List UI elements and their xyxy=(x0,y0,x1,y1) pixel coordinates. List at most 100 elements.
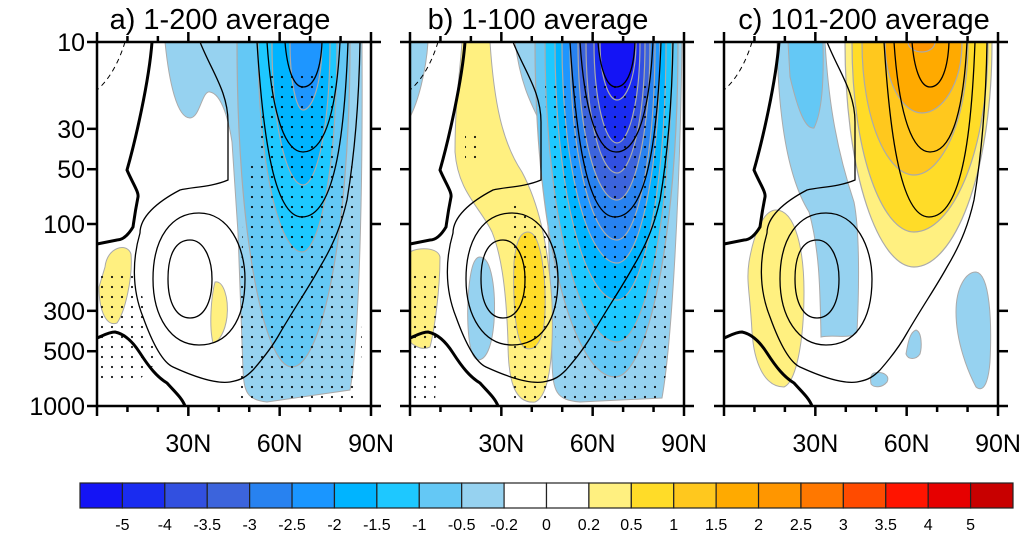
colorbar-box xyxy=(545,482,590,509)
x-tick-label: 90N xyxy=(661,430,707,458)
contour-line xyxy=(779,212,873,346)
contour-fill xyxy=(905,329,922,359)
colorbar-box xyxy=(588,482,632,509)
colorbar-box xyxy=(885,482,929,509)
colorbar-label: 4 xyxy=(924,517,933,534)
contour-fill xyxy=(870,372,889,388)
panel-title: c) 101-200 average xyxy=(738,4,990,36)
colorbar-box xyxy=(121,482,166,509)
x-tick-label: 30N xyxy=(478,430,524,458)
colorbar-box xyxy=(503,482,548,509)
colorbar-box xyxy=(376,482,420,509)
colorbar: -5 -4 -3.5 -3 -2.5 -2 -1.5 -1 -0.5 -0.2 0 0.2 0.5 1 1.… xyxy=(79,482,1014,534)
contour-line xyxy=(794,239,840,319)
contour-line xyxy=(883,41,976,218)
contour-line xyxy=(409,330,500,407)
dashed-contour-line xyxy=(96,41,126,91)
contour-line xyxy=(133,41,361,384)
colorbar-label: 5 xyxy=(966,517,975,534)
colorbar-box xyxy=(757,482,802,509)
colorbar-label: -3 xyxy=(243,517,257,534)
colorbar-label: 0.2 xyxy=(578,517,600,534)
contour-line xyxy=(409,41,467,246)
x-tick-label: 60N xyxy=(884,430,930,458)
contour-line xyxy=(893,41,968,153)
contour-fill xyxy=(787,41,824,129)
colorbar-label: 1.5 xyxy=(705,517,727,534)
colorbar-box xyxy=(673,482,717,509)
contour-line xyxy=(911,41,950,88)
colorbar-box xyxy=(79,482,124,509)
contour-line xyxy=(96,330,187,407)
colorbar-box xyxy=(164,482,208,509)
contour-line xyxy=(446,41,674,384)
x-tick-label: 60N xyxy=(257,430,303,458)
contour-line xyxy=(579,41,654,153)
y-tick-label: 1000 xyxy=(29,393,85,421)
panel-a: a) 1-200 average 30N 60N 90N xyxy=(87,4,394,458)
contour-fill xyxy=(210,281,228,344)
stippling xyxy=(410,82,672,406)
colorbar-label: 2.5 xyxy=(790,517,812,534)
colorbar-label: -2.5 xyxy=(278,517,306,534)
contour-fill xyxy=(747,209,805,388)
colorbar-box xyxy=(630,482,675,509)
colorbar-box xyxy=(333,482,378,509)
contour-fill xyxy=(884,41,963,114)
panel-title: b) 1-100 average xyxy=(428,4,649,36)
contour-fill xyxy=(955,271,992,390)
panel-title: a) 1-200 average xyxy=(110,4,331,36)
dashed-contour-line xyxy=(409,41,439,91)
contour-line xyxy=(96,41,154,246)
contour-line xyxy=(152,212,246,346)
contour-fill xyxy=(776,41,860,338)
colorbar-label: -3.5 xyxy=(193,517,221,534)
colorbar-label: 2 xyxy=(754,517,763,534)
colorbar-box xyxy=(291,482,336,509)
colorbar-box xyxy=(206,482,251,509)
contour-line xyxy=(760,41,988,384)
dashed-contour-line xyxy=(723,41,753,91)
y-tick-label: 10 xyxy=(57,29,85,57)
contour-line xyxy=(723,41,781,246)
x-tick-label: 60N xyxy=(570,430,616,458)
contour-line xyxy=(480,239,526,319)
colorbar-label: -1.5 xyxy=(363,517,391,534)
contour-line xyxy=(266,41,341,153)
y-axis-labels: 10 30 50 100 300 500 1000 xyxy=(29,29,85,421)
colorbar-box xyxy=(461,482,505,509)
colorbar-label: 3.5 xyxy=(875,517,897,534)
x-tick-label: 30N xyxy=(165,430,211,458)
x-tick-label: 30N xyxy=(792,430,838,458)
contour-line xyxy=(597,41,636,88)
colorbar-label: 0.5 xyxy=(620,517,642,534)
shading xyxy=(747,41,993,390)
colorbar-box xyxy=(927,482,972,509)
x-tick-label: 90N xyxy=(975,430,1021,458)
contour-fill xyxy=(409,41,429,118)
y-tick-label: 300 xyxy=(43,298,85,326)
colorbar-box xyxy=(969,482,1014,509)
colorbar-box xyxy=(842,482,887,509)
panel-b: b) 1-100 average 30N 60N 90N xyxy=(400,4,707,458)
colorbar-label: 1 xyxy=(669,517,678,534)
contour-line xyxy=(284,41,323,88)
colorbar-label: -0.2 xyxy=(490,517,518,534)
colorbar-box xyxy=(249,482,293,509)
colorbar-label: -2 xyxy=(327,517,341,534)
colorbar-label: 3 xyxy=(839,517,848,534)
contour-line xyxy=(569,41,662,218)
contour-line xyxy=(465,212,559,346)
y-tick-label: 30 xyxy=(57,116,85,144)
colorbar-label: -0.5 xyxy=(448,517,476,534)
panel-c: c) 101-200 average 30N 60N 90N xyxy=(714,4,1021,458)
y-tick-label: 50 xyxy=(57,156,85,184)
colorbar-label: -1 xyxy=(412,517,426,534)
colorbar-label: 0 xyxy=(542,517,551,534)
colorbar-box xyxy=(418,482,463,509)
colorbar-label: -4 xyxy=(158,517,172,534)
contour-line xyxy=(256,41,349,218)
contour-line xyxy=(167,239,213,319)
colorbar-box xyxy=(800,482,844,509)
